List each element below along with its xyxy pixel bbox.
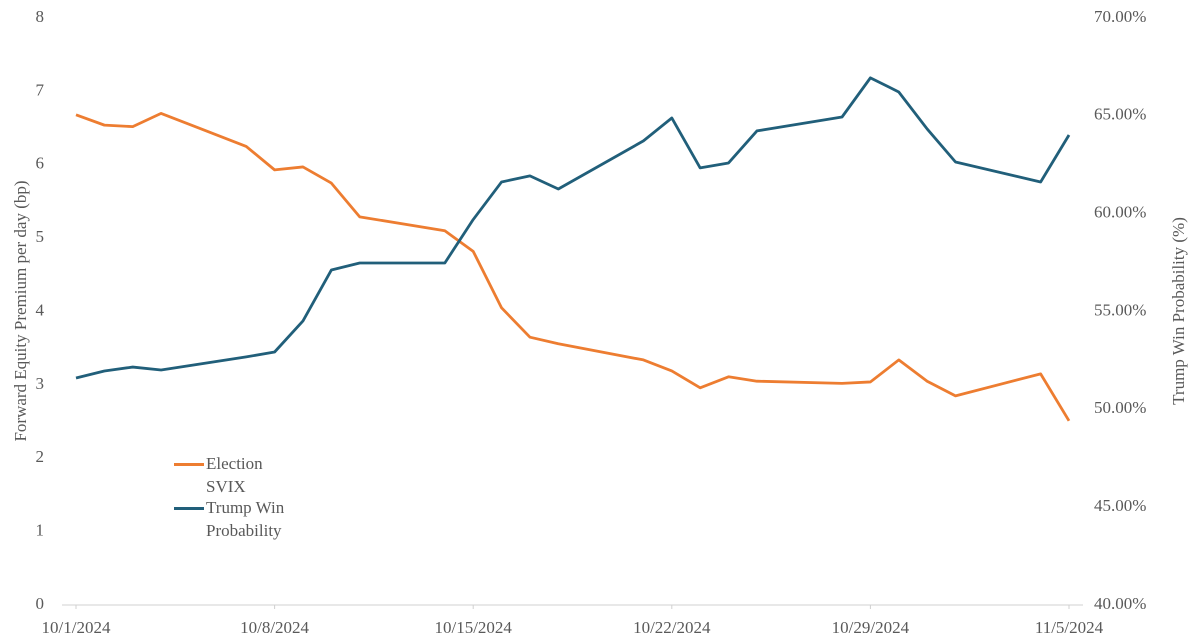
x-tick-label: 10/22/2024 — [633, 618, 711, 637]
x-tick-label: 10/15/2024 — [434, 618, 512, 637]
y2-tick-label: 55.00% — [1094, 300, 1146, 319]
y-tick-label: 3 — [36, 374, 45, 393]
y2-tick-label: 65.00% — [1094, 105, 1146, 124]
legend-label: Trump Win Probability — [206, 498, 285, 540]
x-tick-label: 10/1/2024 — [42, 618, 111, 637]
x-tick-label: 11/5/2024 — [1035, 618, 1104, 637]
y-tick-label: 1 — [36, 521, 45, 540]
y-tick-label: 0 — [36, 594, 45, 613]
y-tick-label: 4 — [36, 300, 45, 319]
y2-tick-label: 70.00% — [1094, 7, 1146, 26]
legend-swatch — [174, 507, 204, 510]
legend-label: Election SVIX — [206, 454, 263, 496]
legend-item: Election SVIX — [174, 452, 306, 498]
legend-swatch — [174, 463, 204, 466]
series-line — [75, 76, 1071, 380]
series-line — [75, 111, 1071, 422]
y-axis-label: Forward Equity Premium per day (bp) — [11, 180, 30, 441]
legend-item: Trump Win Probability — [174, 496, 306, 542]
y-tick-label: 2 — [36, 447, 45, 466]
y-tick-label: 8 — [36, 7, 45, 26]
x-tick-label: 10/8/2024 — [240, 618, 309, 637]
x-tick-label: 10/29/2024 — [832, 618, 910, 637]
y2-tick-label: 50.00% — [1094, 398, 1146, 417]
y2-tick-label: 45.00% — [1094, 496, 1146, 515]
y2-axis-label: Trump Win Probability (%) — [1169, 217, 1188, 405]
y-tick-label: 7 — [36, 80, 45, 99]
y-tick-label: 6 — [36, 154, 45, 173]
y2-tick-label: 40.00% — [1094, 594, 1146, 613]
y2-tick-label: 60.00% — [1094, 203, 1146, 222]
y-tick-label: 5 — [36, 227, 45, 246]
